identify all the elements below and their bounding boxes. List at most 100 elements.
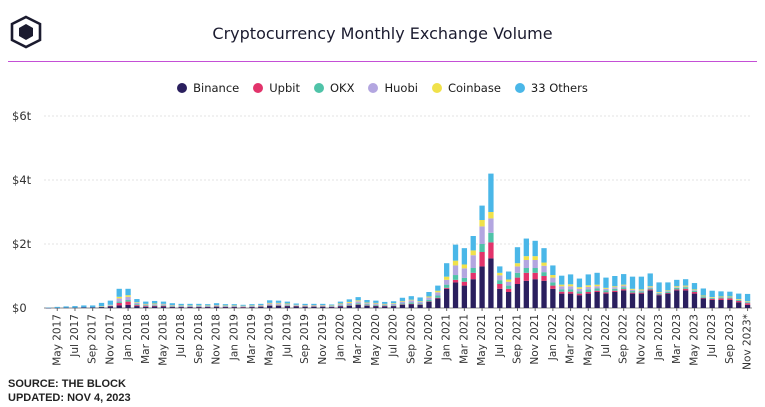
bar-segment [505, 281, 512, 286]
bar-segment [337, 301, 344, 304]
x-tick-label: Sep 2021 [511, 314, 523, 364]
bar-segment [691, 292, 698, 294]
bar-segment [390, 301, 397, 304]
bar-segment [541, 265, 547, 273]
bar-segment [559, 286, 565, 290]
bar-segment [497, 275, 503, 281]
bar-segment [497, 280, 503, 284]
bar-segment [505, 292, 512, 308]
updated-note: UPDATED: NOV 4, 2023 [8, 392, 131, 404]
bar-segment [488, 232, 494, 243]
bar-segment [621, 289, 627, 291]
bar-segment [452, 275, 459, 280]
legend-label-okx: OKX [329, 81, 355, 95]
bar-segment [293, 303, 299, 305]
bar-segment [417, 303, 423, 305]
bar-segment [143, 306, 149, 308]
bar-segment [576, 278, 583, 288]
bar-segment [505, 279, 512, 282]
bar-segment [691, 293, 698, 308]
y-tick-label: $0 [12, 301, 27, 315]
bar-segment [258, 305, 264, 307]
bar-segment [523, 260, 529, 268]
bar-segment [744, 293, 751, 302]
bar-segment [426, 301, 432, 308]
bar-segment [169, 305, 175, 307]
bar-segment [408, 300, 414, 303]
bar-segment [665, 292, 671, 294]
bar-segment [470, 236, 476, 251]
bar-segment [187, 305, 193, 307]
bar-segment [647, 290, 653, 308]
bar-segment [567, 286, 574, 290]
bar-segment [576, 293, 583, 296]
bar-segment [638, 289, 645, 291]
bar-segment [559, 291, 565, 294]
bar-segment [249, 307, 255, 308]
bar-segment [488, 258, 494, 308]
bar-segment [612, 290, 618, 292]
bar-segment [576, 295, 583, 308]
bar-segment [514, 263, 521, 267]
bar-segment [196, 305, 202, 307]
legend-swatch-binance [177, 83, 188, 93]
bar-segment [134, 299, 140, 303]
x-tick-label: May 2019 [264, 314, 276, 366]
bar-segment [337, 303, 344, 305]
bar-segment [718, 300, 724, 308]
bar-segment [311, 306, 317, 308]
bar-segment [452, 279, 459, 283]
bar-segment [160, 305, 167, 306]
bar-segment [603, 288, 609, 291]
bar-segment [213, 303, 220, 306]
bar-segment [364, 304, 370, 306]
bar-segment [390, 303, 397, 304]
bar-segment [479, 244, 485, 252]
bar-segment [647, 287, 653, 289]
legend-swatch-huobi [368, 83, 379, 93]
bar-segment [408, 299, 414, 301]
bar-segment [638, 290, 645, 292]
bar-segment [594, 286, 600, 289]
x-tick-label: Nov 2018 [211, 314, 223, 365]
x-tick-label: Jan 2020 [334, 314, 346, 361]
bar-segment [382, 301, 388, 304]
bar-segment [125, 304, 131, 308]
bar-segment [665, 291, 671, 293]
bar-segment [54, 306, 60, 308]
bar-segment [629, 288, 636, 290]
bar-segment [320, 306, 326, 308]
bar-segment [656, 294, 662, 296]
bar-segment [196, 307, 202, 308]
bar-segment [417, 301, 423, 302]
bar-segment [550, 285, 556, 289]
bar-segment [72, 306, 78, 308]
x-tick-label: May 2017 [51, 314, 63, 366]
bar-segment [647, 273, 653, 287]
bar-segment [691, 283, 698, 290]
x-tick-label: Mar 2022 [565, 314, 577, 364]
bar-segment [470, 279, 476, 308]
bar-segment [479, 220, 485, 227]
title-divider [8, 61, 757, 62]
bar-segment [550, 288, 556, 308]
bar-segment [178, 305, 184, 307]
bar-segment [178, 303, 184, 306]
bar-segment [134, 305, 140, 307]
bar-segment [435, 297, 441, 299]
bar-segment [222, 305, 229, 307]
bar-segment [116, 305, 122, 308]
bar-segment [267, 303, 273, 305]
bar-segment [461, 285, 468, 308]
bar-segment [621, 284, 627, 286]
bar-segment [258, 306, 264, 308]
bar-segment [576, 287, 583, 289]
bar-segment [107, 305, 114, 306]
bar-segment [736, 299, 742, 300]
bar-segment [275, 304, 282, 306]
bar-segment [691, 290, 698, 291]
bar-segment [151, 305, 158, 307]
bar-segment [727, 296, 733, 298]
bar-segment [700, 298, 706, 308]
bar-segment [674, 286, 680, 288]
